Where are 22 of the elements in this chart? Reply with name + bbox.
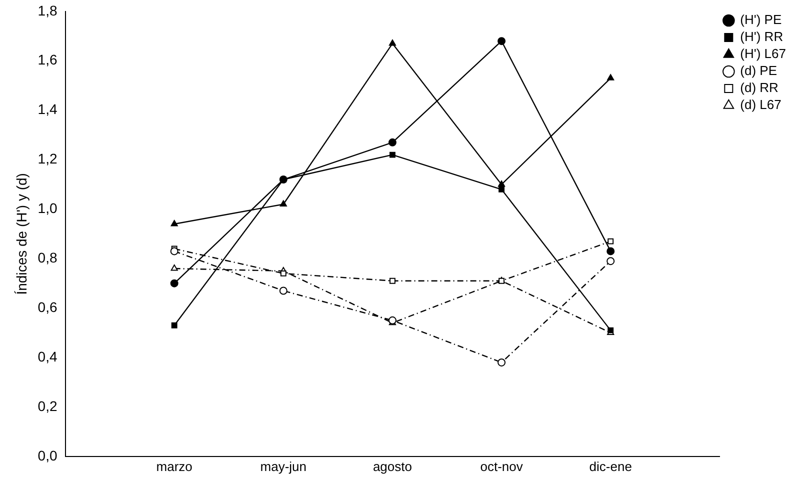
- y-tick-label: 0,8: [38, 249, 58, 266]
- legend-label: (d) RR: [740, 80, 778, 96]
- x-tick-label: marzo: [156, 458, 192, 474]
- y-axis-title: Índices de (H') y (d): [13, 173, 30, 295]
- legend-label: (d) L67: [740, 97, 782, 112]
- y-tick-label: 1,2: [38, 150, 58, 167]
- y-tick-label: 1,8: [38, 2, 58, 18]
- y-tick-label: 1,6: [38, 52, 58, 68]
- y-tick-label: 0,2: [38, 398, 58, 414]
- y-tick-label: 0,0: [38, 447, 58, 464]
- legend-label: (d) PE: [740, 63, 778, 78]
- y-tick-label: 1,0: [38, 200, 58, 216]
- y-tick-label: 1,4: [38, 101, 58, 118]
- y-tick-label: 0,4: [38, 348, 58, 364]
- x-tick-label: agosto: [372, 458, 412, 474]
- legend-label: (H') RR: [740, 29, 784, 44]
- y-tick-label: 0,6: [38, 298, 58, 315]
- x-tick-label: may-jun: [260, 458, 307, 474]
- x-tick-label: dic-ene: [589, 458, 632, 474]
- legend-label: (H') PE: [740, 12, 782, 28]
- x-tick-label: oct-nov: [480, 458, 524, 474]
- legend-label: (H') L67: [740, 46, 786, 62]
